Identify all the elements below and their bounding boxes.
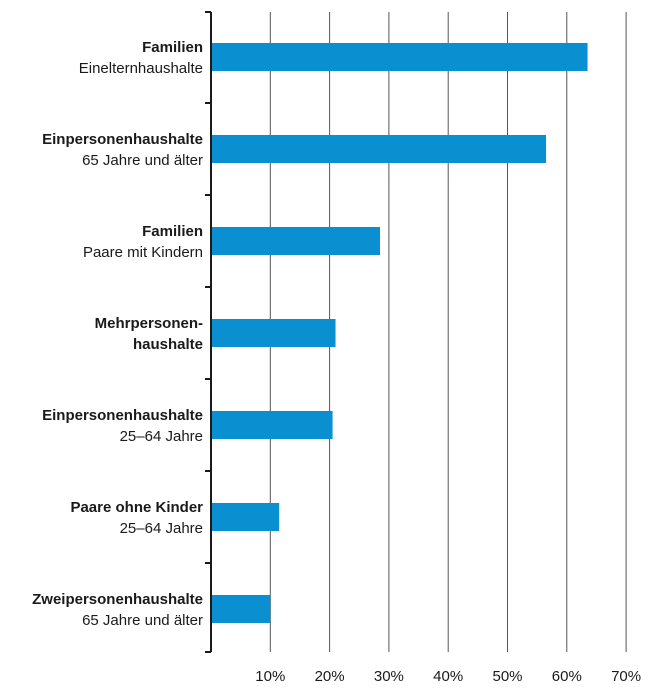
bar-0 — [211, 43, 588, 71]
x-tick-label-10: 10% — [255, 668, 285, 685]
bar-3 — [211, 319, 336, 347]
bar-2 — [211, 227, 381, 255]
x-tick-label-70: 70% — [611, 668, 641, 685]
x-tick-label-30: 30% — [374, 668, 404, 685]
category-label-6-line1: Zweipersonenhaushalte — [32, 591, 203, 608]
bar-5 — [211, 503, 280, 531]
category-label-0-line1: Familien — [142, 39, 203, 56]
category-label-4-line1: Einpersonenhaushalte — [42, 407, 203, 424]
category-label-6-line2: 65 Jahre und älter — [82, 612, 203, 629]
x-tick-label-50: 50% — [492, 668, 522, 685]
bar-1 — [211, 135, 547, 163]
category-label-3-line1: Mehrpersonen- — [95, 315, 203, 332]
category-label-3-line2: haushalte — [133, 336, 203, 353]
bar-6 — [211, 595, 271, 623]
category-label-0-line2: Einelternhaushalte — [79, 60, 203, 77]
category-label-1-line1: Einpersonenhaushalte — [42, 131, 203, 148]
category-label-4-line2: 25–64 Jahre — [120, 428, 203, 445]
category-label-1-line2: 65 Jahre und älter — [82, 152, 203, 169]
category-label-2-line1: Familien — [142, 223, 203, 240]
category-label-5-line2: 25–64 Jahre — [120, 520, 203, 537]
category-label-2-line2: Paare mit Kindern — [83, 244, 203, 261]
category-label-5-line1: Paare ohne Kinder — [70, 499, 203, 516]
bar-4 — [211, 411, 333, 439]
x-tick-label-40: 40% — [433, 668, 463, 685]
x-tick-label-60: 60% — [552, 668, 582, 685]
bars — [211, 43, 588, 623]
category-labels: Familien Einelternhaushalte Einpersonenhau… — [32, 39, 203, 629]
y-axis — [205, 11, 212, 653]
x-tick-label-20: 20% — [315, 668, 345, 685]
x-tick-labels: 10% 20% 30% 40% 50% 60% 70% — [255, 668, 641, 685]
grid-lines — [269, 12, 627, 652]
